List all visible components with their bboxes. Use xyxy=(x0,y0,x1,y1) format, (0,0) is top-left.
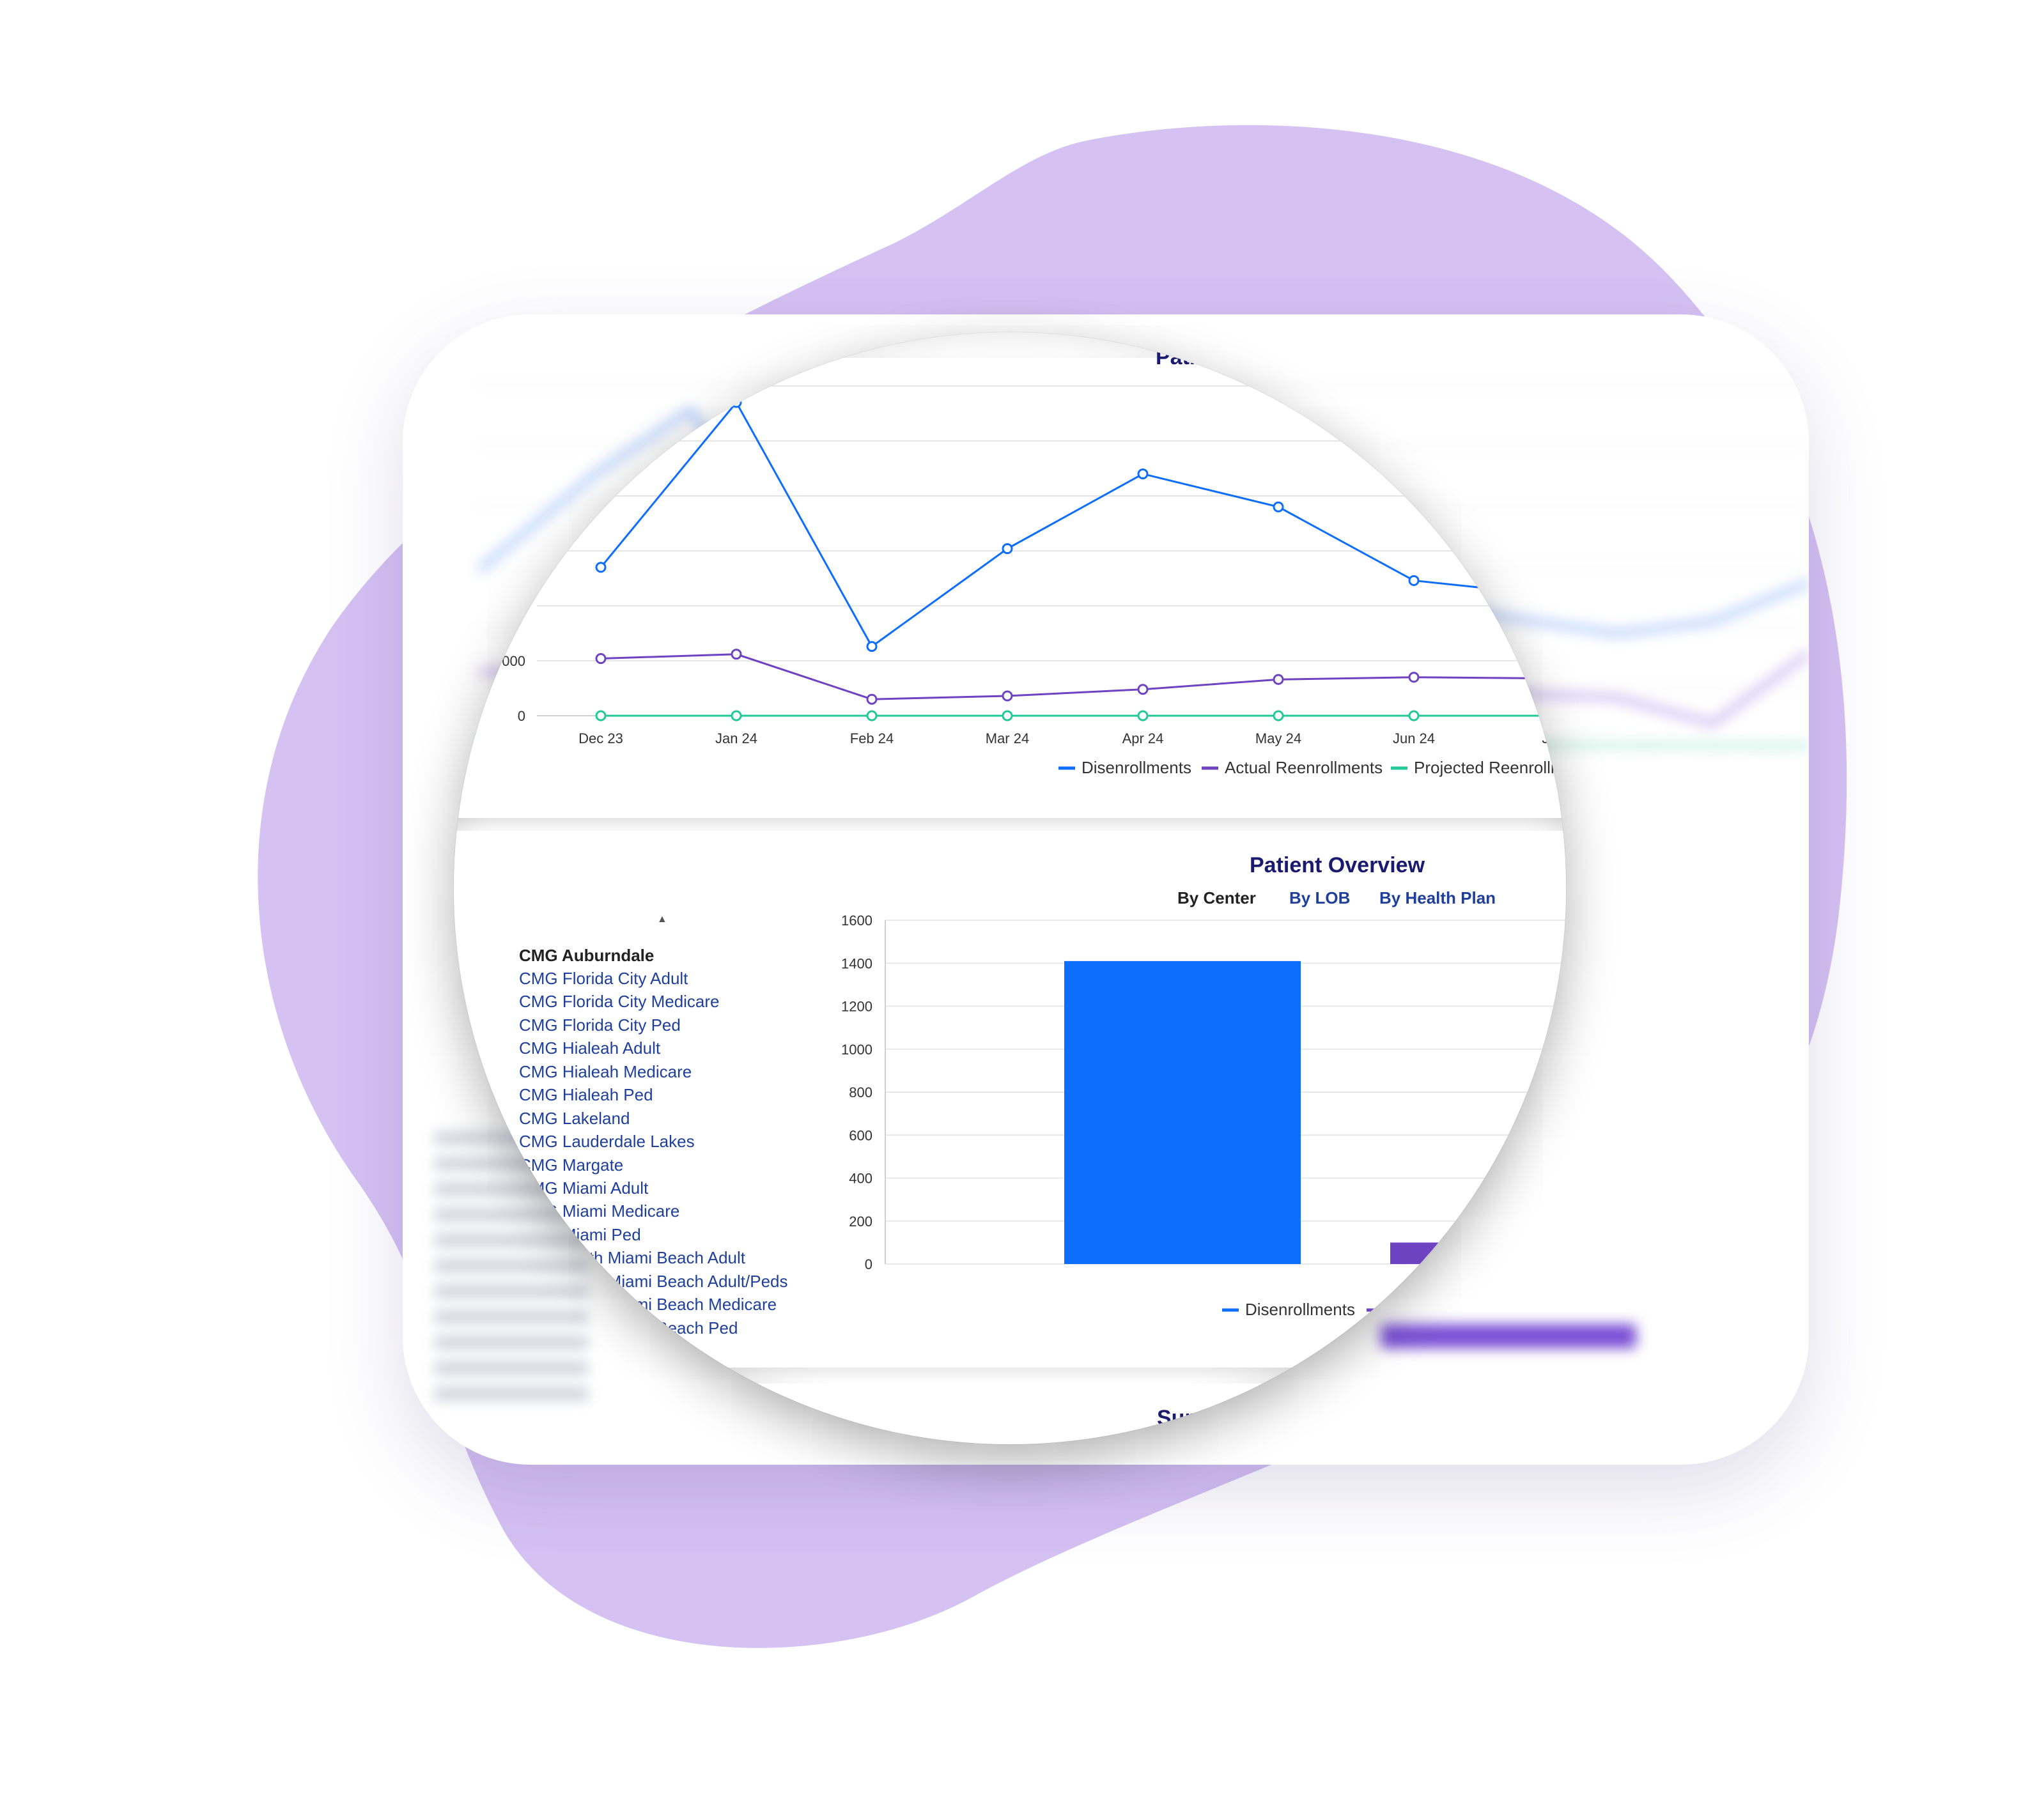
magnifier-lens: Pati 0 5000 10000 Dec 23 Jan 24 Feb 24 Mar 24 A… xyxy=(454,332,1566,1444)
tab-by-health-plan[interactable]: By Health Plan xyxy=(1379,888,1496,907)
center-item[interactable]: CMG Margate xyxy=(519,1155,624,1175)
data-point xyxy=(731,649,742,660)
y-tick-label: 1600 xyxy=(841,913,872,929)
bar-chart-title: Patient Overview xyxy=(1250,853,1425,877)
x-tick-label: Apr 24 xyxy=(1122,730,1164,746)
y-tick-label: 1000 xyxy=(841,1042,872,1058)
data-point xyxy=(866,693,878,705)
data-point xyxy=(731,710,742,721)
x-tick-label: Mar 24 xyxy=(986,730,1029,746)
data-point xyxy=(1408,710,1420,721)
y-tick-label: 5000 xyxy=(494,653,525,669)
data-point xyxy=(1544,673,1555,684)
data-point xyxy=(1273,710,1284,721)
lens-content: Pati 0 5000 10000 Dec 23 Jan 24 Feb 24 Mar 24 A… xyxy=(454,332,1566,1444)
data-point xyxy=(866,710,878,721)
series-line xyxy=(600,653,1550,700)
center-item[interactable]: CMG Miami Medicare xyxy=(519,1201,680,1221)
center-item[interactable]: CMG Florida City Medicare xyxy=(519,992,720,1011)
data-point xyxy=(1002,690,1013,702)
y-tick-label: 600 xyxy=(849,1127,872,1143)
center-item[interactable]: CMG North Miami Beach Medicare xyxy=(519,1295,777,1314)
data-point xyxy=(1544,589,1555,601)
y-tick-label: 800 xyxy=(849,1084,872,1100)
data-point xyxy=(1273,674,1284,685)
data-point xyxy=(595,710,607,721)
data-point xyxy=(595,562,607,573)
bar xyxy=(1390,1242,1467,1264)
summary-panel xyxy=(454,1384,1566,1444)
x-tick-label: Feb 24 xyxy=(850,730,894,746)
center-item[interactable]: CMG Lauderdale Lakes xyxy=(519,1132,695,1151)
tab-by-center[interactable]: By Center xyxy=(1177,888,1256,907)
y-tick-label: 200 xyxy=(849,1214,872,1230)
legend-label: Disenrollments xyxy=(1245,1300,1355,1319)
line-chart: 0 5000 10000 Dec 23 Jan 24 Feb 24 Mar 24 Apr 24… xyxy=(486,385,1566,777)
y-tick-label: 0 xyxy=(518,708,525,724)
center-item[interactable]: CMG Miami Adult xyxy=(519,1178,649,1198)
data-point xyxy=(1002,710,1013,721)
center-item[interactable]: CMG North Miami Beach Adult xyxy=(519,1248,746,1267)
line-chart-title: Pati xyxy=(1156,345,1196,369)
data-point xyxy=(1273,501,1284,513)
y-tick-label: 10000 xyxy=(486,598,525,614)
data-point xyxy=(1408,575,1420,586)
data-point xyxy=(1544,710,1555,721)
x-tick-label: Jan 24 xyxy=(715,730,757,746)
bar xyxy=(1064,960,1301,1264)
center-item[interactable]: CMG Lakeland xyxy=(519,1109,630,1128)
center-item[interactable]: CMG Hialeah Medicare xyxy=(519,1062,692,1081)
bar-chart: 0 200 400 600 800 1000 1200 1400 1600 Disenrollme… xyxy=(841,913,1566,1319)
x-tick-label: Dec 23 xyxy=(578,730,623,746)
data-point xyxy=(1137,684,1149,695)
center-item[interactable]: CMG Hialeah Adult xyxy=(519,1038,661,1058)
data-point xyxy=(595,653,607,665)
center-item[interactable]: CMG Hialeah Ped xyxy=(519,1085,653,1104)
summary-title: Sur xyxy=(1157,1406,1193,1430)
legend-label: Projected Reenrollm xyxy=(1414,758,1565,777)
y-tick-label: 1200 xyxy=(841,999,872,1015)
data-point xyxy=(1002,543,1013,555)
legend-label: Disenrollments xyxy=(1081,758,1191,777)
center-item[interactable]: CMG Auburndale xyxy=(519,946,655,965)
tab-by-lob[interactable]: By LOB xyxy=(1289,888,1351,907)
center-item[interactable]: CMG North Miami Beach Ped xyxy=(519,1318,738,1338)
series-line xyxy=(600,401,1550,648)
y-tick-label: 1400 xyxy=(841,955,872,971)
center-item[interactable]: CMG Florida City Adult xyxy=(519,969,688,988)
sort-arrow-icon[interactable]: ▲ xyxy=(657,914,667,925)
data-point xyxy=(731,397,742,408)
y-tick-label: 0 xyxy=(865,1256,872,1272)
line-chart-panel xyxy=(454,358,1566,818)
data-point xyxy=(1408,672,1420,683)
center-item[interactable]: CMG Miami Ped xyxy=(519,1225,641,1244)
y-tick-label: 400 xyxy=(849,1171,872,1187)
center-item[interactable]: CMG Florida City Ped xyxy=(519,1015,681,1035)
data-point xyxy=(1137,468,1149,480)
legend-label: Actual Reenrollments xyxy=(1225,758,1383,777)
x-tick-label: Jun 24 xyxy=(1393,730,1435,746)
x-tick-label: Ju xyxy=(1542,730,1556,746)
x-tick-label: May 24 xyxy=(1255,730,1301,746)
center-item[interactable]: CMG North Miami Beach Adult/Peds xyxy=(519,1272,788,1291)
data-point xyxy=(866,641,878,652)
data-point xyxy=(1137,710,1149,721)
